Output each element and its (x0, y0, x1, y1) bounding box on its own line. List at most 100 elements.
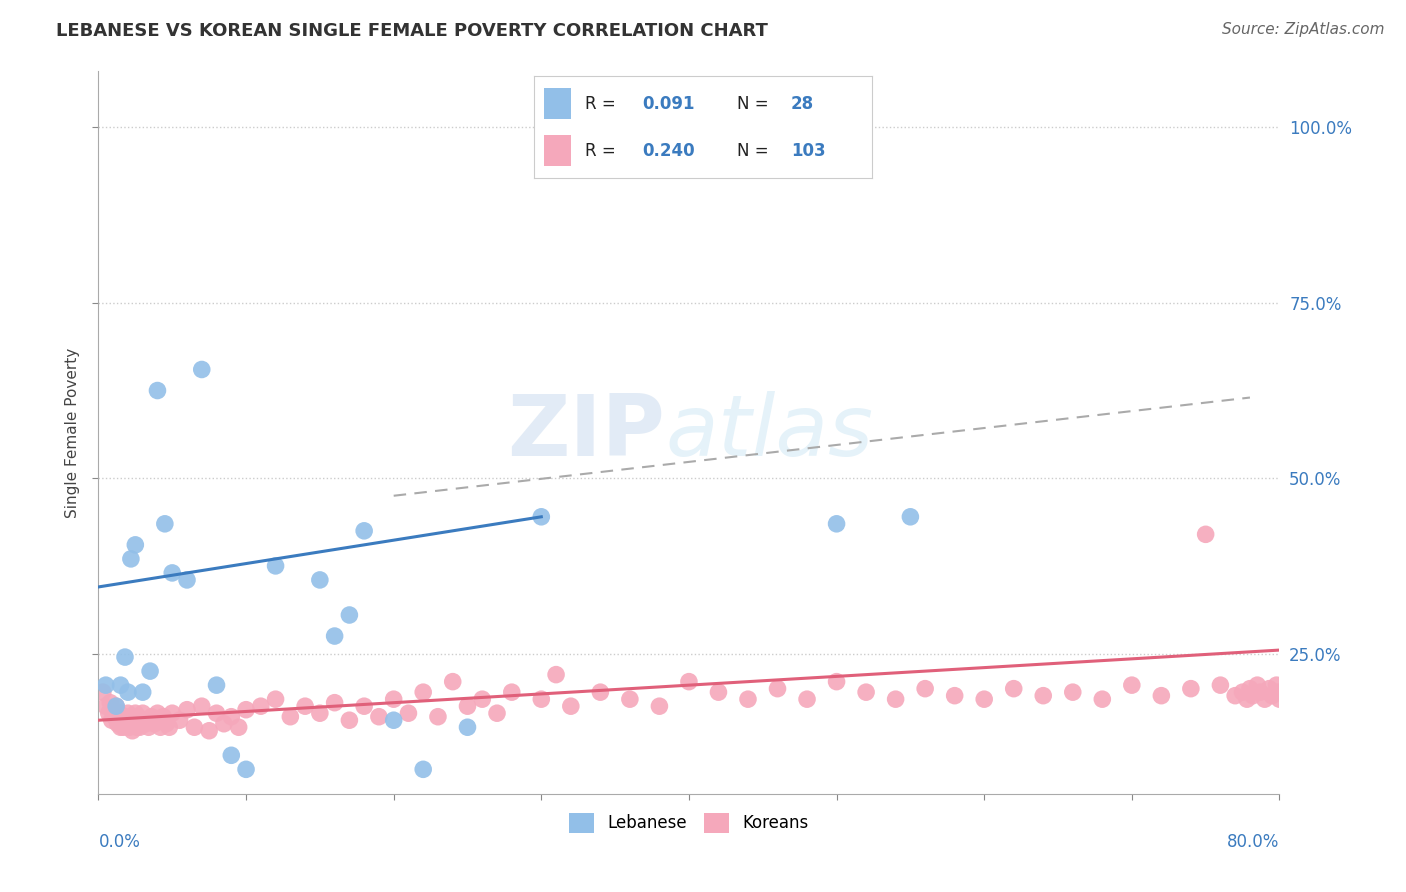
Point (135, 716, 157, 731)
Point (1232, 685, 1254, 699)
Point (110, 678, 132, 692)
Point (1254, 692, 1277, 706)
Point (138, 720, 160, 734)
Point (176, 573, 198, 587)
Point (339, 713, 361, 727)
Point (132, 706, 155, 721)
Point (973, 692, 995, 706)
Point (117, 685, 139, 699)
Point (678, 674, 700, 689)
Point (398, 706, 420, 721)
Point (105, 699, 128, 714)
Point (139, 664, 162, 678)
Point (382, 692, 405, 706)
Point (707, 685, 730, 699)
Point (264, 692, 287, 706)
Text: Source: ZipAtlas.com: Source: ZipAtlas.com (1222, 22, 1385, 37)
FancyBboxPatch shape (544, 136, 571, 166)
Point (117, 706, 139, 721)
Point (530, 692, 553, 706)
Point (280, 709, 302, 723)
Point (128, 720, 150, 734)
Point (146, 384, 169, 398)
Point (648, 699, 671, 714)
Point (105, 699, 128, 714)
Point (412, 685, 434, 699)
Point (143, 716, 166, 731)
Point (235, 703, 257, 717)
Point (412, 762, 434, 776)
Point (183, 720, 205, 734)
Point (1225, 689, 1247, 703)
Point (457, 699, 479, 714)
Point (368, 709, 391, 723)
Point (546, 667, 568, 681)
Point (91, 685, 114, 699)
Point (127, 709, 149, 723)
Point (1249, 685, 1271, 699)
Text: N =: N = (737, 142, 768, 160)
Point (1246, 678, 1268, 692)
Point (114, 709, 136, 723)
Point (114, 650, 136, 665)
Point (309, 706, 332, 721)
Point (294, 699, 316, 714)
Point (1091, 692, 1114, 706)
Point (122, 716, 145, 731)
Point (103, 703, 125, 717)
Text: R =: R = (585, 142, 616, 160)
Point (382, 713, 405, 727)
Point (339, 607, 361, 622)
Point (1241, 689, 1264, 703)
Point (441, 674, 464, 689)
Point (155, 716, 177, 731)
Point (1258, 681, 1281, 696)
Point (427, 709, 450, 723)
Point (205, 706, 228, 721)
Point (121, 723, 143, 738)
Point (100, 713, 122, 727)
Point (1195, 527, 1218, 541)
Point (1032, 689, 1054, 703)
Point (94, 678, 117, 692)
Point (457, 720, 479, 734)
Point (1268, 692, 1291, 706)
Point (1002, 681, 1025, 696)
Point (353, 524, 375, 538)
Point (98, 696, 121, 710)
Point (1062, 685, 1084, 699)
Text: 0.091: 0.091 (643, 95, 695, 112)
Text: LEBANESE VS KOREAN SINGLE FEMALE POVERTY CORRELATION CHART: LEBANESE VS KOREAN SINGLE FEMALE POVERTY… (56, 22, 768, 40)
Point (115, 716, 138, 731)
Point (796, 692, 818, 706)
Point (264, 558, 287, 573)
Point (153, 516, 176, 531)
Point (900, 509, 922, 524)
Text: ZIP: ZIP (508, 391, 665, 475)
Point (162, 706, 183, 721)
Point (1150, 689, 1173, 703)
Point (589, 685, 612, 699)
Point (198, 723, 221, 738)
Text: 0.0%: 0.0% (98, 833, 141, 851)
Point (825, 516, 848, 531)
Point (162, 566, 183, 580)
Text: 0.240: 0.240 (643, 142, 695, 160)
Point (94, 699, 117, 714)
Point (108, 706, 131, 721)
FancyBboxPatch shape (544, 88, 571, 119)
Y-axis label: Single Female Poverty: Single Female Poverty (65, 348, 80, 517)
Point (1265, 678, 1288, 692)
Point (152, 709, 174, 723)
Text: N =: N = (737, 95, 768, 112)
Text: 80.0%: 80.0% (1227, 833, 1279, 851)
Point (221, 709, 243, 723)
Point (914, 681, 936, 696)
Point (323, 696, 346, 710)
Point (1261, 689, 1284, 703)
Point (943, 689, 966, 703)
Point (129, 713, 152, 727)
Point (1209, 678, 1232, 692)
Point (157, 720, 180, 734)
Point (353, 699, 375, 714)
